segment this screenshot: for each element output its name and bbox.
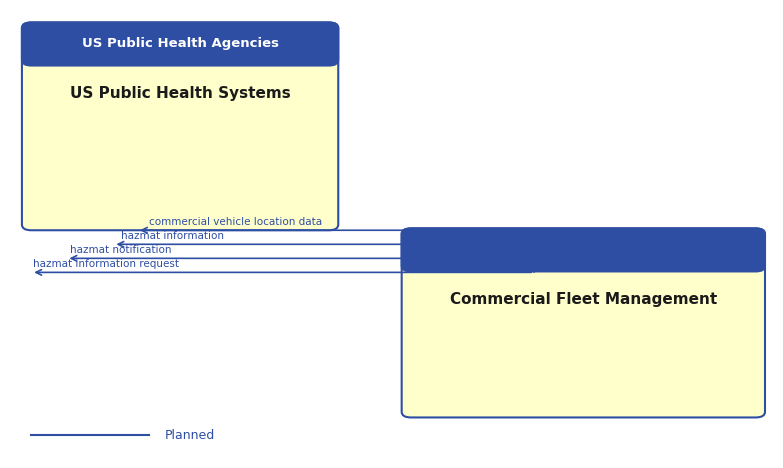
- FancyBboxPatch shape: [22, 22, 338, 230]
- Text: Planned: Planned: [164, 429, 215, 442]
- Text: hazmat information: hazmat information: [121, 231, 225, 241]
- Text: Commercial Fleet Management: Commercial Fleet Management: [449, 292, 717, 307]
- FancyBboxPatch shape: [402, 228, 765, 271]
- Text: hazmat information request: hazmat information request: [33, 259, 179, 269]
- FancyBboxPatch shape: [22, 22, 338, 66]
- Bar: [415, 250, 752, 266]
- Text: hazmat notification: hazmat notification: [70, 245, 172, 255]
- Text: commercial vehicle location data: commercial vehicle location data: [149, 217, 322, 227]
- Text: US Public Health Systems: US Public Health Systems: [70, 86, 290, 101]
- Bar: [35, 44, 325, 60]
- FancyBboxPatch shape: [402, 228, 765, 417]
- Text: US Public Health Agencies: US Public Health Agencies: [81, 37, 279, 51]
